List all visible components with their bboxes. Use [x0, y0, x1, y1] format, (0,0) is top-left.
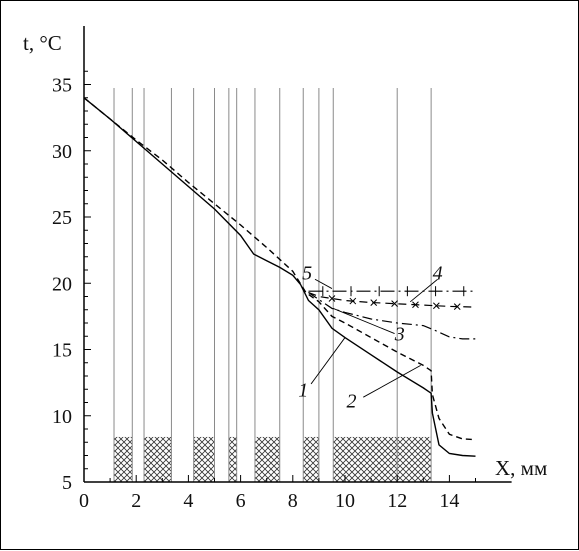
- x-tick-label-8: 8: [288, 490, 298, 512]
- layer-boundary-lines: [113, 88, 432, 482]
- x-tick-label-6: 6: [236, 490, 246, 512]
- curve-5-leader: [314, 278, 333, 289]
- curve-1-leader: [310, 337, 346, 385]
- series-4-marker: [412, 301, 419, 309]
- curve-labels: 5 4 3 1 2: [298, 263, 442, 413]
- series-1-line: [83, 97, 476, 457]
- series-2-line: [83, 97, 476, 441]
- curve-label-1: 1: [298, 379, 308, 401]
- y-tick-label-5: 5: [62, 472, 72, 494]
- x-tick-label-10: 10: [335, 490, 355, 512]
- x-tick-label-14: 14: [439, 490, 459, 512]
- y-tick-label-25: 25: [52, 207, 72, 229]
- hatched-layer-5: [254, 436, 280, 482]
- x-tick-label-12: 12: [387, 490, 407, 512]
- curve-label-2: 2: [347, 391, 357, 413]
- series-4-marker: [370, 299, 378, 306]
- curve-label-5: 5: [302, 263, 312, 285]
- x-axis-title: X, мм: [495, 456, 547, 480]
- hatched-layers: [114, 436, 432, 482]
- hatched-layer-1: [114, 436, 133, 482]
- curve-label-3: 3: [394, 324, 405, 346]
- curve-4-leader: [409, 278, 438, 303]
- hatched-layer-7: [333, 436, 432, 482]
- hatched-layer-4: [228, 436, 237, 482]
- x-tick-label-2: 2: [131, 490, 141, 512]
- series-4-marker: [391, 300, 398, 308]
- y-tick-label-15: 15: [52, 340, 72, 362]
- y-axis-title: t, °C: [23, 31, 62, 55]
- curve-2-leader: [363, 365, 421, 398]
- y-tick-label-35: 35: [52, 75, 72, 97]
- y-tick-label-30: 30: [52, 141, 72, 163]
- x-tick-label-4: 4: [183, 490, 193, 512]
- hatched-layer-2: [144, 436, 172, 482]
- x-tick-label-0: 0: [79, 490, 89, 512]
- series-4-line: [308, 291, 476, 308]
- y-tick-label-10: 10: [52, 406, 72, 428]
- series-4-marker: [349, 297, 357, 305]
- hatched-layer-3: [193, 436, 215, 482]
- y-tick-label-20: 20: [52, 273, 72, 295]
- curve-3-leader: [333, 308, 395, 335]
- series-4-marker: [432, 302, 440, 310]
- curve-label-4: 4: [433, 263, 443, 285]
- series-4-marker: [328, 295, 336, 302]
- hatched-layer-6: [303, 436, 319, 482]
- series-4-marker: [453, 303, 461, 310]
